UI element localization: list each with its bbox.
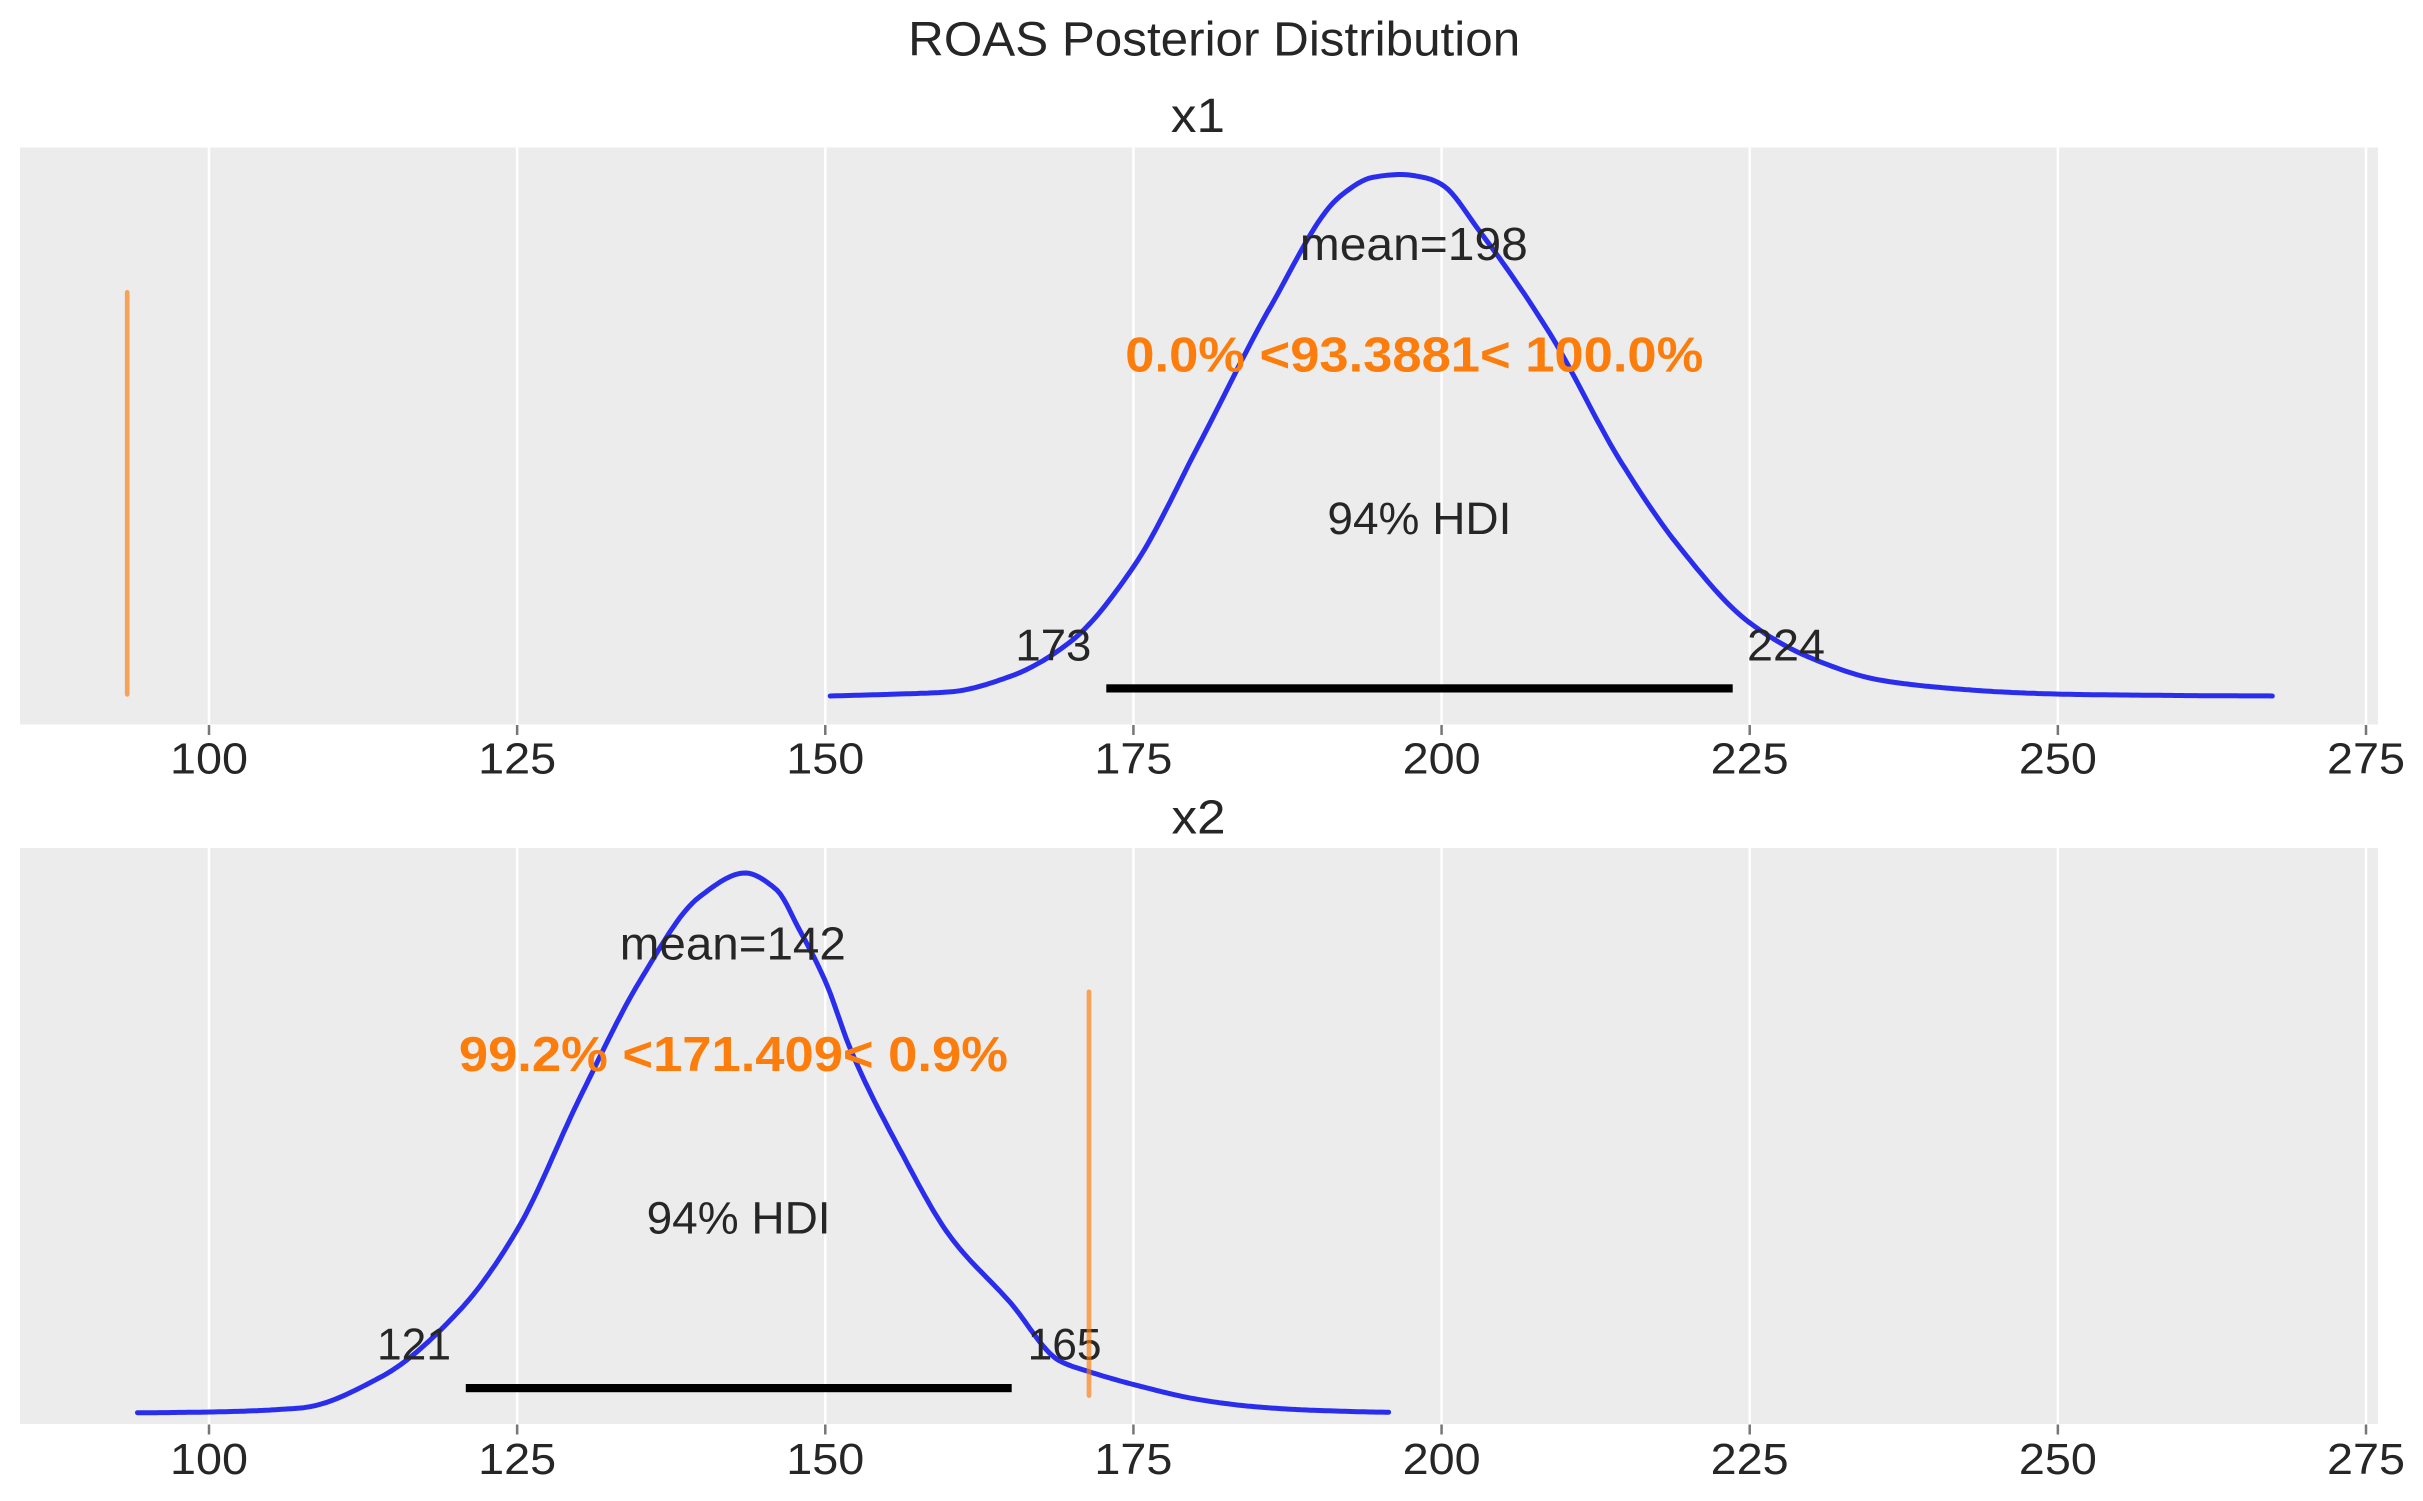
svg-text:150: 150: [786, 734, 864, 783]
svg-text:125: 125: [478, 734, 556, 783]
svg-text:200: 200: [1403, 1435, 1481, 1484]
svg-text:94% HDI: 94% HDI: [647, 1193, 831, 1244]
svg-text:224: 224: [1747, 622, 1825, 671]
svg-text:200: 200: [1403, 734, 1481, 783]
svg-text:275: 275: [2327, 1435, 2405, 1484]
svg-text:0.0% <93.3881< 100.0%: 0.0% <93.3881< 100.0%: [1125, 329, 1703, 383]
svg-text:250: 250: [2019, 1435, 2097, 1484]
svg-text:x2: x2: [1172, 792, 1226, 845]
svg-text:mean=198: mean=198: [1300, 218, 1528, 270]
svg-text:125: 125: [478, 1435, 556, 1484]
svg-text:x1: x1: [1171, 90, 1225, 143]
svg-text:99.2% <171.409< 0.9%: 99.2% <171.409< 0.9%: [459, 1028, 1008, 1082]
svg-text:225: 225: [1711, 734, 1789, 783]
svg-text:225: 225: [1711, 1435, 1789, 1484]
svg-text:ROAS Posterior Distribution: ROAS Posterior Distribution: [908, 13, 1520, 66]
svg-text:173: 173: [1015, 622, 1091, 671]
svg-text:121: 121: [377, 1321, 451, 1370]
svg-text:100: 100: [170, 734, 248, 783]
svg-text:100: 100: [170, 1435, 248, 1484]
svg-text:175: 175: [1094, 1435, 1172, 1484]
svg-text:150: 150: [786, 1435, 864, 1484]
svg-text:94% HDI: 94% HDI: [1327, 493, 1511, 544]
svg-text:250: 250: [2019, 734, 2097, 783]
svg-text:mean=142: mean=142: [620, 917, 846, 969]
svg-text:275: 275: [2327, 734, 2405, 783]
svg-text:175: 175: [1094, 734, 1172, 783]
